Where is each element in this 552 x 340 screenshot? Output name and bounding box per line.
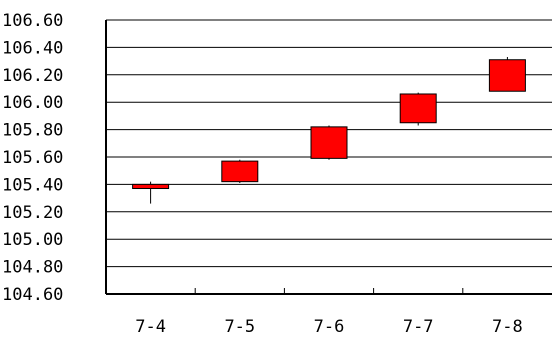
candle-body (310, 126, 348, 159)
y-tick-label: 105.00 (2, 230, 63, 250)
y-tick-label: 105.80 (2, 121, 63, 141)
y-tick-label: 104.60 (2, 285, 63, 305)
candle-body (221, 160, 259, 183)
y-tick-label: 105.40 (2, 175, 63, 195)
x-tick-label: 7-8 (492, 317, 523, 336)
y-tick-label: 106.60 (2, 11, 63, 31)
y-tick-label: 105.60 (2, 148, 63, 168)
y-tick-label: 106.00 (2, 93, 63, 113)
x-tick-label: 7-4 (135, 317, 166, 336)
x-tick-label: 7-7 (403, 317, 434, 336)
x-tick-label: 7-6 (314, 317, 345, 336)
y-tick-label: 104.80 (2, 258, 63, 278)
candle-body (399, 93, 437, 124)
y-tick-label: 106.20 (2, 66, 63, 86)
x-tick-label: 7-5 (224, 317, 255, 336)
y-tick-label: 105.20 (2, 203, 63, 223)
candle-body (132, 183, 170, 190)
candle-body (488, 59, 526, 92)
y-tick-label: 106.40 (2, 38, 63, 58)
